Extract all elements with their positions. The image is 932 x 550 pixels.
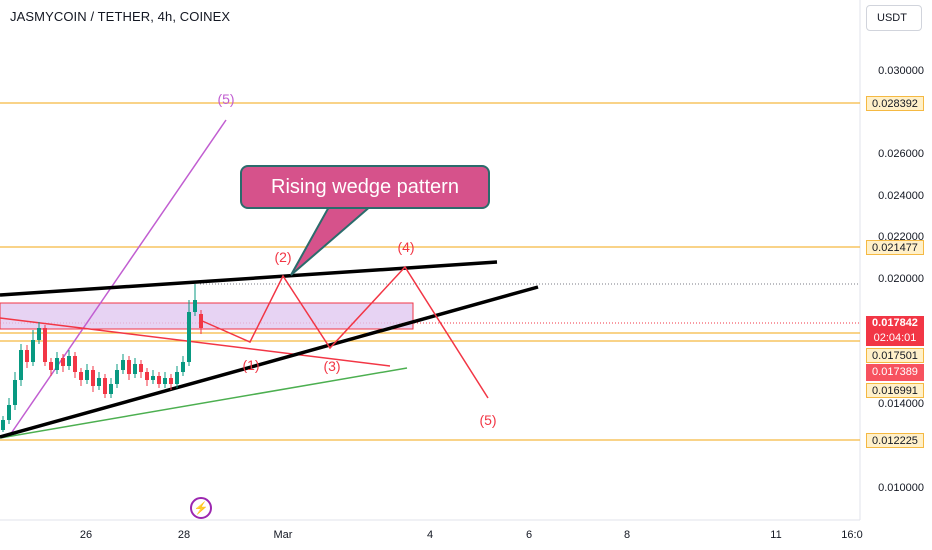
- time-label: 4: [426, 529, 434, 541]
- price-tick: 0.020000: [878, 273, 924, 285]
- candle-body: [103, 378, 107, 394]
- current-price: 0.017842: [872, 317, 918, 329]
- candle-body: [1, 420, 5, 430]
- wave-label-3: (3): [323, 358, 341, 374]
- candle-body: [19, 350, 23, 380]
- wedge-upper-line: [0, 260, 498, 297]
- candle-body: [187, 312, 191, 362]
- time-label: 6: [525, 529, 533, 541]
- time-label: 16:0: [841, 529, 863, 541]
- wave-label-2: (2): [274, 249, 292, 265]
- candlestick-series: [1, 284, 203, 432]
- candle-body: [7, 405, 11, 420]
- candle-body: [109, 384, 113, 394]
- bar-countdown: 02:04:01: [873, 332, 917, 344]
- wave-label-1: (1): [242, 357, 260, 373]
- rising-wedge-callout[interactable]: Rising wedge pattern: [240, 165, 490, 209]
- candle-body: [43, 328, 47, 362]
- level-badge: 0.012225: [866, 433, 924, 448]
- price-tick: 0.014000: [878, 398, 924, 410]
- candle-body: [25, 350, 29, 362]
- callout-pointer: [290, 204, 375, 276]
- candle-body: [97, 378, 101, 386]
- candle-body: [175, 372, 179, 384]
- candle-body: [181, 362, 185, 372]
- candle-body: [157, 376, 161, 384]
- price-tick: 0.030000: [878, 65, 924, 77]
- mark-price-badge: 0.017389: [866, 364, 924, 381]
- price-tick: 0.024000: [878, 190, 924, 202]
- candle-body: [199, 314, 203, 328]
- candle-body: [133, 364, 137, 374]
- price-tick: 0.026000: [878, 148, 924, 160]
- green-trendline: [0, 367, 408, 439]
- candle-body: [127, 360, 131, 374]
- candle-body: [169, 378, 173, 384]
- wedge-lower-line: [0, 285, 539, 439]
- candle-body: [31, 340, 35, 362]
- level-badge: 0.017501: [866, 348, 924, 363]
- candle-body: [61, 358, 65, 366]
- chart-title: JASMYCOIN / TETHER, 4h, COINEX: [10, 9, 231, 24]
- level-badge: 0.021477: [866, 240, 924, 255]
- time-label: Mar: [273, 529, 293, 541]
- level-badge: 0.028392: [866, 96, 924, 111]
- time-label: 8: [623, 529, 631, 541]
- resistance-zone: [0, 302, 414, 330]
- time-label: 26: [79, 529, 93, 541]
- candle-body: [115, 370, 119, 384]
- purple-trendline: [9, 119, 227, 436]
- wave-label-5: (5): [479, 412, 497, 428]
- time-label: 11: [770, 529, 782, 541]
- candle-body: [193, 300, 197, 312]
- candle-body: [55, 358, 59, 370]
- candle-body: [151, 376, 155, 380]
- level-badge: 0.016991: [866, 383, 924, 398]
- currency-selector[interactable]: USDT: [866, 5, 922, 31]
- candle-body: [49, 362, 53, 370]
- time-label: 28: [177, 529, 191, 541]
- lightning-icon[interactable]: ⚡: [190, 497, 212, 519]
- red-descending-line: [0, 317, 391, 367]
- candle-body: [67, 356, 71, 366]
- candle-body: [85, 370, 89, 380]
- candle-body: [73, 356, 77, 372]
- wave-label-purple-5: (5): [217, 91, 235, 107]
- elliott-wave-path: [199, 265, 489, 399]
- candle-body: [91, 370, 95, 386]
- candle-body: [13, 380, 17, 405]
- candle-body: [79, 372, 83, 380]
- candle-body: [37, 328, 41, 340]
- current-price-badge: 0.017842 02:04:01: [866, 316, 924, 346]
- candle-body: [139, 364, 143, 372]
- price-tick: 0.010000: [878, 482, 924, 494]
- candle-body: [121, 360, 125, 370]
- wave-label-4: (4): [397, 239, 415, 255]
- candle-body: [145, 372, 149, 380]
- candle-body: [163, 378, 167, 384]
